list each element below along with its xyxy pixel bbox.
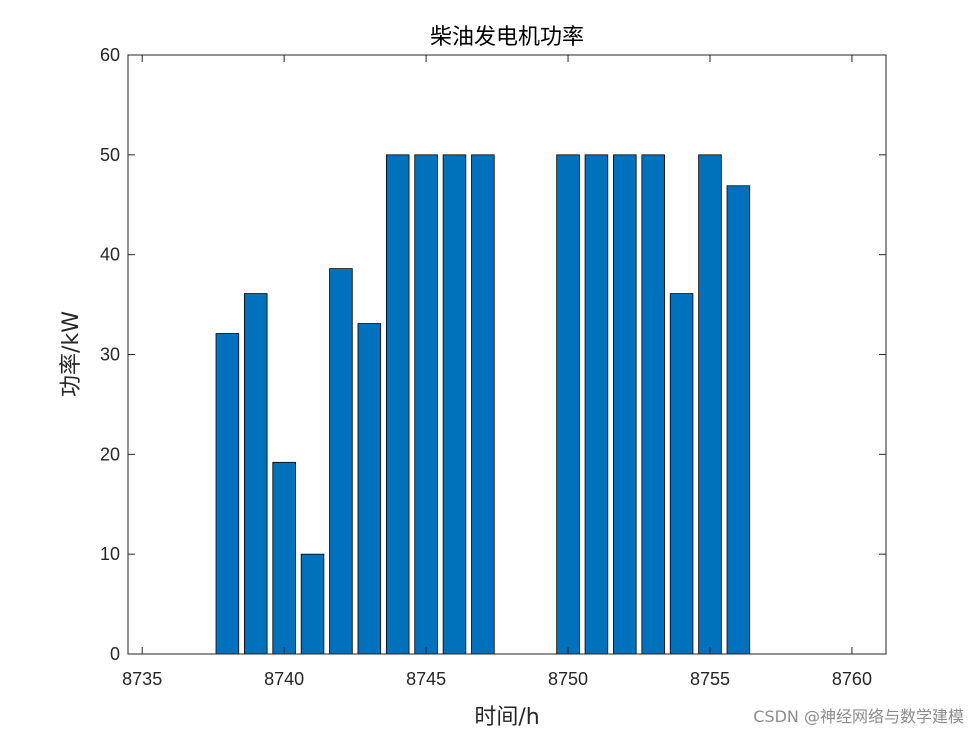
bar-8743 [357, 323, 382, 655]
bar-8744 [385, 154, 410, 655]
bar-8742 [329, 268, 353, 655]
bar-8753 [641, 154, 665, 655]
bar-8740 [272, 461, 296, 655]
bar-8750 [556, 154, 580, 655]
bar-8751 [584, 154, 609, 655]
x-tick-label: 8760 [832, 669, 872, 689]
y-tick-label: 30 [100, 345, 120, 365]
x-tick-label: 8745 [406, 669, 446, 689]
bar-8752 [613, 154, 637, 655]
x-tick-label: 8735 [122, 669, 162, 689]
y-tick-label: 40 [100, 245, 120, 265]
axes-box [127, 54, 887, 655]
bars-group [215, 154, 751, 655]
bar-8755 [698, 154, 722, 655]
bar-8738 [215, 333, 240, 655]
x-axis-title: 时间/h [474, 705, 539, 730]
bar-8754 [669, 293, 694, 655]
x-tick-label: 8750 [548, 669, 588, 689]
bar-8746 [442, 154, 467, 655]
y-tick-label: 20 [100, 444, 120, 464]
bar-8747 [471, 154, 495, 655]
bar-8745 [414, 154, 438, 655]
y-tick-label: 60 [100, 45, 120, 65]
x-tick-label: 8755 [690, 669, 730, 689]
x-tick-label: 8740 [264, 669, 304, 689]
bar-8741 [300, 553, 325, 655]
y-tick-label: 0 [110, 644, 120, 664]
y-tick-label: 50 [100, 145, 120, 165]
bar-8739 [243, 293, 268, 655]
watermark: CSDN @神经网络与数学建模 [753, 707, 964, 726]
bar-8756 [726, 185, 751, 655]
y-axis-title: 功率/kW [59, 311, 84, 397]
ticks-group: 8735 8740 8745 8750 8755 8760 0 10 20 30 40 50 60 [100, 45, 886, 689]
y-tick-label: 10 [100, 544, 120, 564]
chart-title: 柴油发电机功率 [430, 25, 584, 50]
